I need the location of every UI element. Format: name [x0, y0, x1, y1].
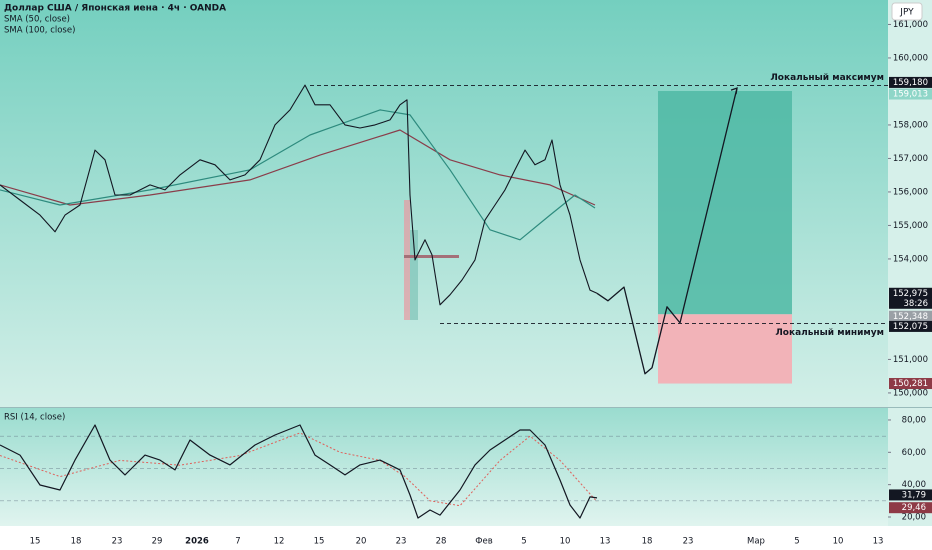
y-tick-label: 151,000	[893, 355, 928, 365]
y-tick-label: 154,000	[893, 254, 928, 264]
indicator-label: SMA (50, close)	[4, 15, 70, 25]
level-price: 152,075	[893, 322, 928, 332]
stop-price-bg	[889, 378, 932, 390]
vp-bar	[410, 230, 418, 320]
level-price-bg	[889, 320, 932, 332]
stop-zone	[658, 314, 792, 384]
level-label: Локальный максимум	[770, 73, 884, 83]
x-tick-label: 5	[794, 537, 799, 547]
x-tick-label: 10	[833, 537, 844, 547]
rsi-line	[0, 424, 598, 519]
x-tick-label: 18	[71, 537, 82, 547]
x-tick-label: 15	[314, 537, 325, 547]
rsi-tick-label: 40,00	[902, 480, 926, 490]
target-price: 159,013	[893, 90, 928, 100]
arrow-head	[730, 87, 738, 95]
x-tick-label: 28	[436, 537, 447, 547]
y-tick-label: 157,000	[893, 154, 928, 164]
volume-profile	[404, 200, 459, 320]
rsi-pane	[0, 408, 888, 526]
x-tick-label: Мар	[747, 537, 765, 547]
vp-bar	[404, 200, 410, 320]
timer-bg	[889, 297, 932, 309]
price-line	[0, 84, 598, 306]
x-tick-label: 2026	[185, 537, 209, 547]
rsi-ma-value-bg	[889, 502, 932, 514]
x-tick-label: 12	[274, 537, 285, 547]
x-tick-label: 18	[642, 537, 653, 547]
entry-price: 152,348	[893, 312, 928, 322]
x-tick-label: 10	[560, 537, 571, 547]
x-tick-label: 23	[112, 537, 123, 547]
rsi-tick-label: 60,00	[902, 448, 926, 458]
y-tick-label: 160,000	[893, 53, 928, 63]
vp-poc	[404, 255, 459, 258]
y-tick-label: 150,000	[893, 388, 928, 398]
x-tick-label: 7	[235, 537, 240, 547]
time-axis	[0, 526, 932, 550]
rsi-tick-label: 80,00	[902, 415, 926, 425]
x-tick-label: 23	[396, 537, 407, 547]
timer: 38:26	[904, 299, 929, 309]
sma50-line	[0, 109, 596, 241]
last-price-bg	[889, 287, 932, 299]
level-price: 159,180	[893, 78, 928, 88]
rsi-tick-label: 20,00	[902, 512, 926, 522]
rsi-title: RSI (14, close)	[4, 413, 65, 423]
last-price: 152,975	[893, 289, 928, 299]
projection-line	[596, 87, 738, 375]
sma100-line	[0, 129, 596, 206]
rsi-ma-value: 29,46	[902, 503, 926, 513]
rsi-value: 31,79	[902, 490, 926, 500]
title: Доллар США / Японская иена · 4ч · OANDA	[4, 4, 226, 14]
stop-price: 150,281	[893, 379, 928, 389]
target-price-bg	[889, 88, 932, 100]
x-tick-label: Фев	[475, 537, 493, 547]
entry-price-bg	[889, 310, 932, 322]
target-zone	[658, 91, 792, 315]
x-tick-label: 29	[152, 537, 163, 547]
x-tick-label: 20	[356, 537, 367, 547]
y-tick-label: 158,000	[893, 120, 928, 130]
level-label: Локальный минимум	[775, 328, 884, 338]
indicator-label: SMA (100, close)	[4, 26, 75, 36]
currency-label[interactable]: JPY	[899, 8, 914, 18]
currency-button[interactable]	[891, 2, 923, 21]
x-tick-label: 13	[600, 537, 611, 547]
y-tick-label: 156,000	[893, 187, 928, 197]
x-tick-label: 13	[873, 537, 884, 547]
y-tick-label: 155,000	[893, 221, 928, 231]
level-price-bg	[889, 76, 932, 88]
x-tick-label: 15	[30, 537, 41, 547]
rsi-value-bg	[889, 489, 932, 501]
x-tick-label: 5	[521, 537, 526, 547]
x-tick-label: 23	[683, 537, 694, 547]
y-tick-label: 161,000	[893, 20, 928, 30]
